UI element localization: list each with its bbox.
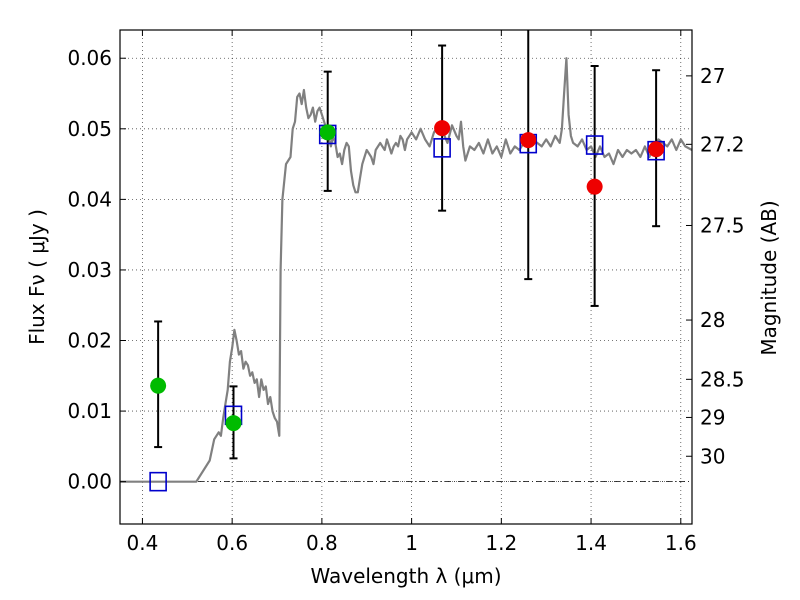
label-layer: 0.4 0.6 0.8 1 1.2 1.4 1.6 0.00 0.01 0.02 0.03 0.04 0… bbox=[67, 46, 744, 555]
x-tick-label: 0.6 bbox=[216, 531, 248, 555]
right-tick-label: 29 bbox=[700, 405, 725, 429]
x-tick-label: 1 bbox=[405, 531, 418, 555]
y-tick-label: 0.05 bbox=[67, 117, 112, 141]
model-photometry-square bbox=[585, 135, 604, 155]
x-tick-label: 0.8 bbox=[306, 531, 338, 555]
right-tick-label: 30 bbox=[700, 444, 725, 468]
red-point bbox=[648, 141, 665, 158]
green-point bbox=[225, 415, 242, 432]
grid bbox=[120, 30, 692, 524]
errorbar-layer bbox=[154, 30, 661, 460]
spectrum-layer bbox=[120, 57, 692, 483]
tick-layer bbox=[120, 30, 692, 524]
green-point bbox=[150, 377, 167, 394]
right-tick-label: 28.5 bbox=[700, 367, 745, 391]
plot-frame bbox=[119, 29, 693, 525]
y-tick-label: 0.06 bbox=[67, 46, 112, 70]
y-tick-label: 0.00 bbox=[67, 470, 112, 494]
spectrum-line bbox=[120, 57, 692, 483]
y-axis-title: Flux Fν ( μJy ) bbox=[25, 209, 49, 345]
y-tick-label: 0.02 bbox=[67, 329, 112, 353]
right-axis-title: Magnitude (AB) bbox=[757, 200, 781, 355]
y-tick-label: 0.04 bbox=[67, 187, 112, 211]
red-point bbox=[434, 120, 451, 137]
right-tick-label: 27 bbox=[700, 64, 725, 88]
model-photometry-square bbox=[149, 471, 167, 492]
x-tick-label: 0.4 bbox=[127, 531, 159, 555]
marker-layer bbox=[149, 120, 665, 492]
y-tick-label: 0.03 bbox=[67, 258, 112, 282]
right-tick-label: 27.2 bbox=[700, 132, 745, 156]
right-tick-label: 27.5 bbox=[700, 213, 745, 237]
model-photometry-square bbox=[433, 138, 451, 158]
y-tick-label: 0.01 bbox=[67, 399, 112, 423]
red-point bbox=[586, 178, 603, 195]
x-tick-label: 1.4 bbox=[575, 531, 607, 555]
x-tick-label: 1.2 bbox=[485, 531, 517, 555]
green-point bbox=[319, 124, 336, 141]
right-tick-label: 28 bbox=[700, 308, 725, 332]
x-tick-label: 1.6 bbox=[665, 531, 697, 555]
x-axis-title: Wavelength λ (μm) bbox=[310, 564, 501, 588]
red-point bbox=[520, 132, 537, 149]
